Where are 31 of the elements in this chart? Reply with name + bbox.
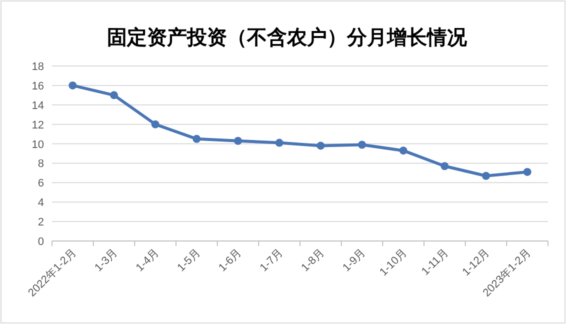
point: [151, 120, 160, 128]
point: [68, 81, 77, 90]
x-tick-label: 1-4月: [134, 246, 162, 274]
point: [440, 162, 449, 170]
point: [192, 134, 201, 143]
point: [358, 140, 366, 149]
y-tick-label: 16: [32, 80, 44, 92]
y-tick-label: 14: [32, 100, 44, 112]
x-tick-label: 1-11月: [420, 246, 451, 278]
point: [482, 172, 490, 180]
y-tick-label: 6: [38, 178, 44, 190]
chart-title: 固定资产投资（不含农户）分月增长情况: [107, 25, 468, 49]
y-tick-label: 18: [32, 61, 44, 73]
x-tick-label: 1-5月: [175, 246, 203, 274]
point: [316, 142, 325, 150]
x-tick-label: 1-3月: [92, 246, 120, 274]
y-tick-label: 12: [32, 119, 44, 132]
y-tick-label: 10: [32, 138, 44, 151]
x-tick-label: 1-7月: [258, 246, 286, 274]
x-tick-label: 1-6月: [216, 246, 244, 274]
point: [523, 168, 532, 176]
point: [234, 136, 242, 145]
y-tick-label: 0: [38, 236, 44, 248]
x-tick-label: 1-8月: [299, 246, 327, 274]
y-tick-label: 4: [38, 197, 44, 210]
y-tick-label: 2: [38, 216, 44, 229]
point: [275, 138, 284, 147]
y-tick-label: 8: [38, 158, 44, 170]
point: [110, 91, 118, 100]
point: [399, 146, 408, 155]
x-tick-label: 1-9月: [340, 246, 368, 274]
